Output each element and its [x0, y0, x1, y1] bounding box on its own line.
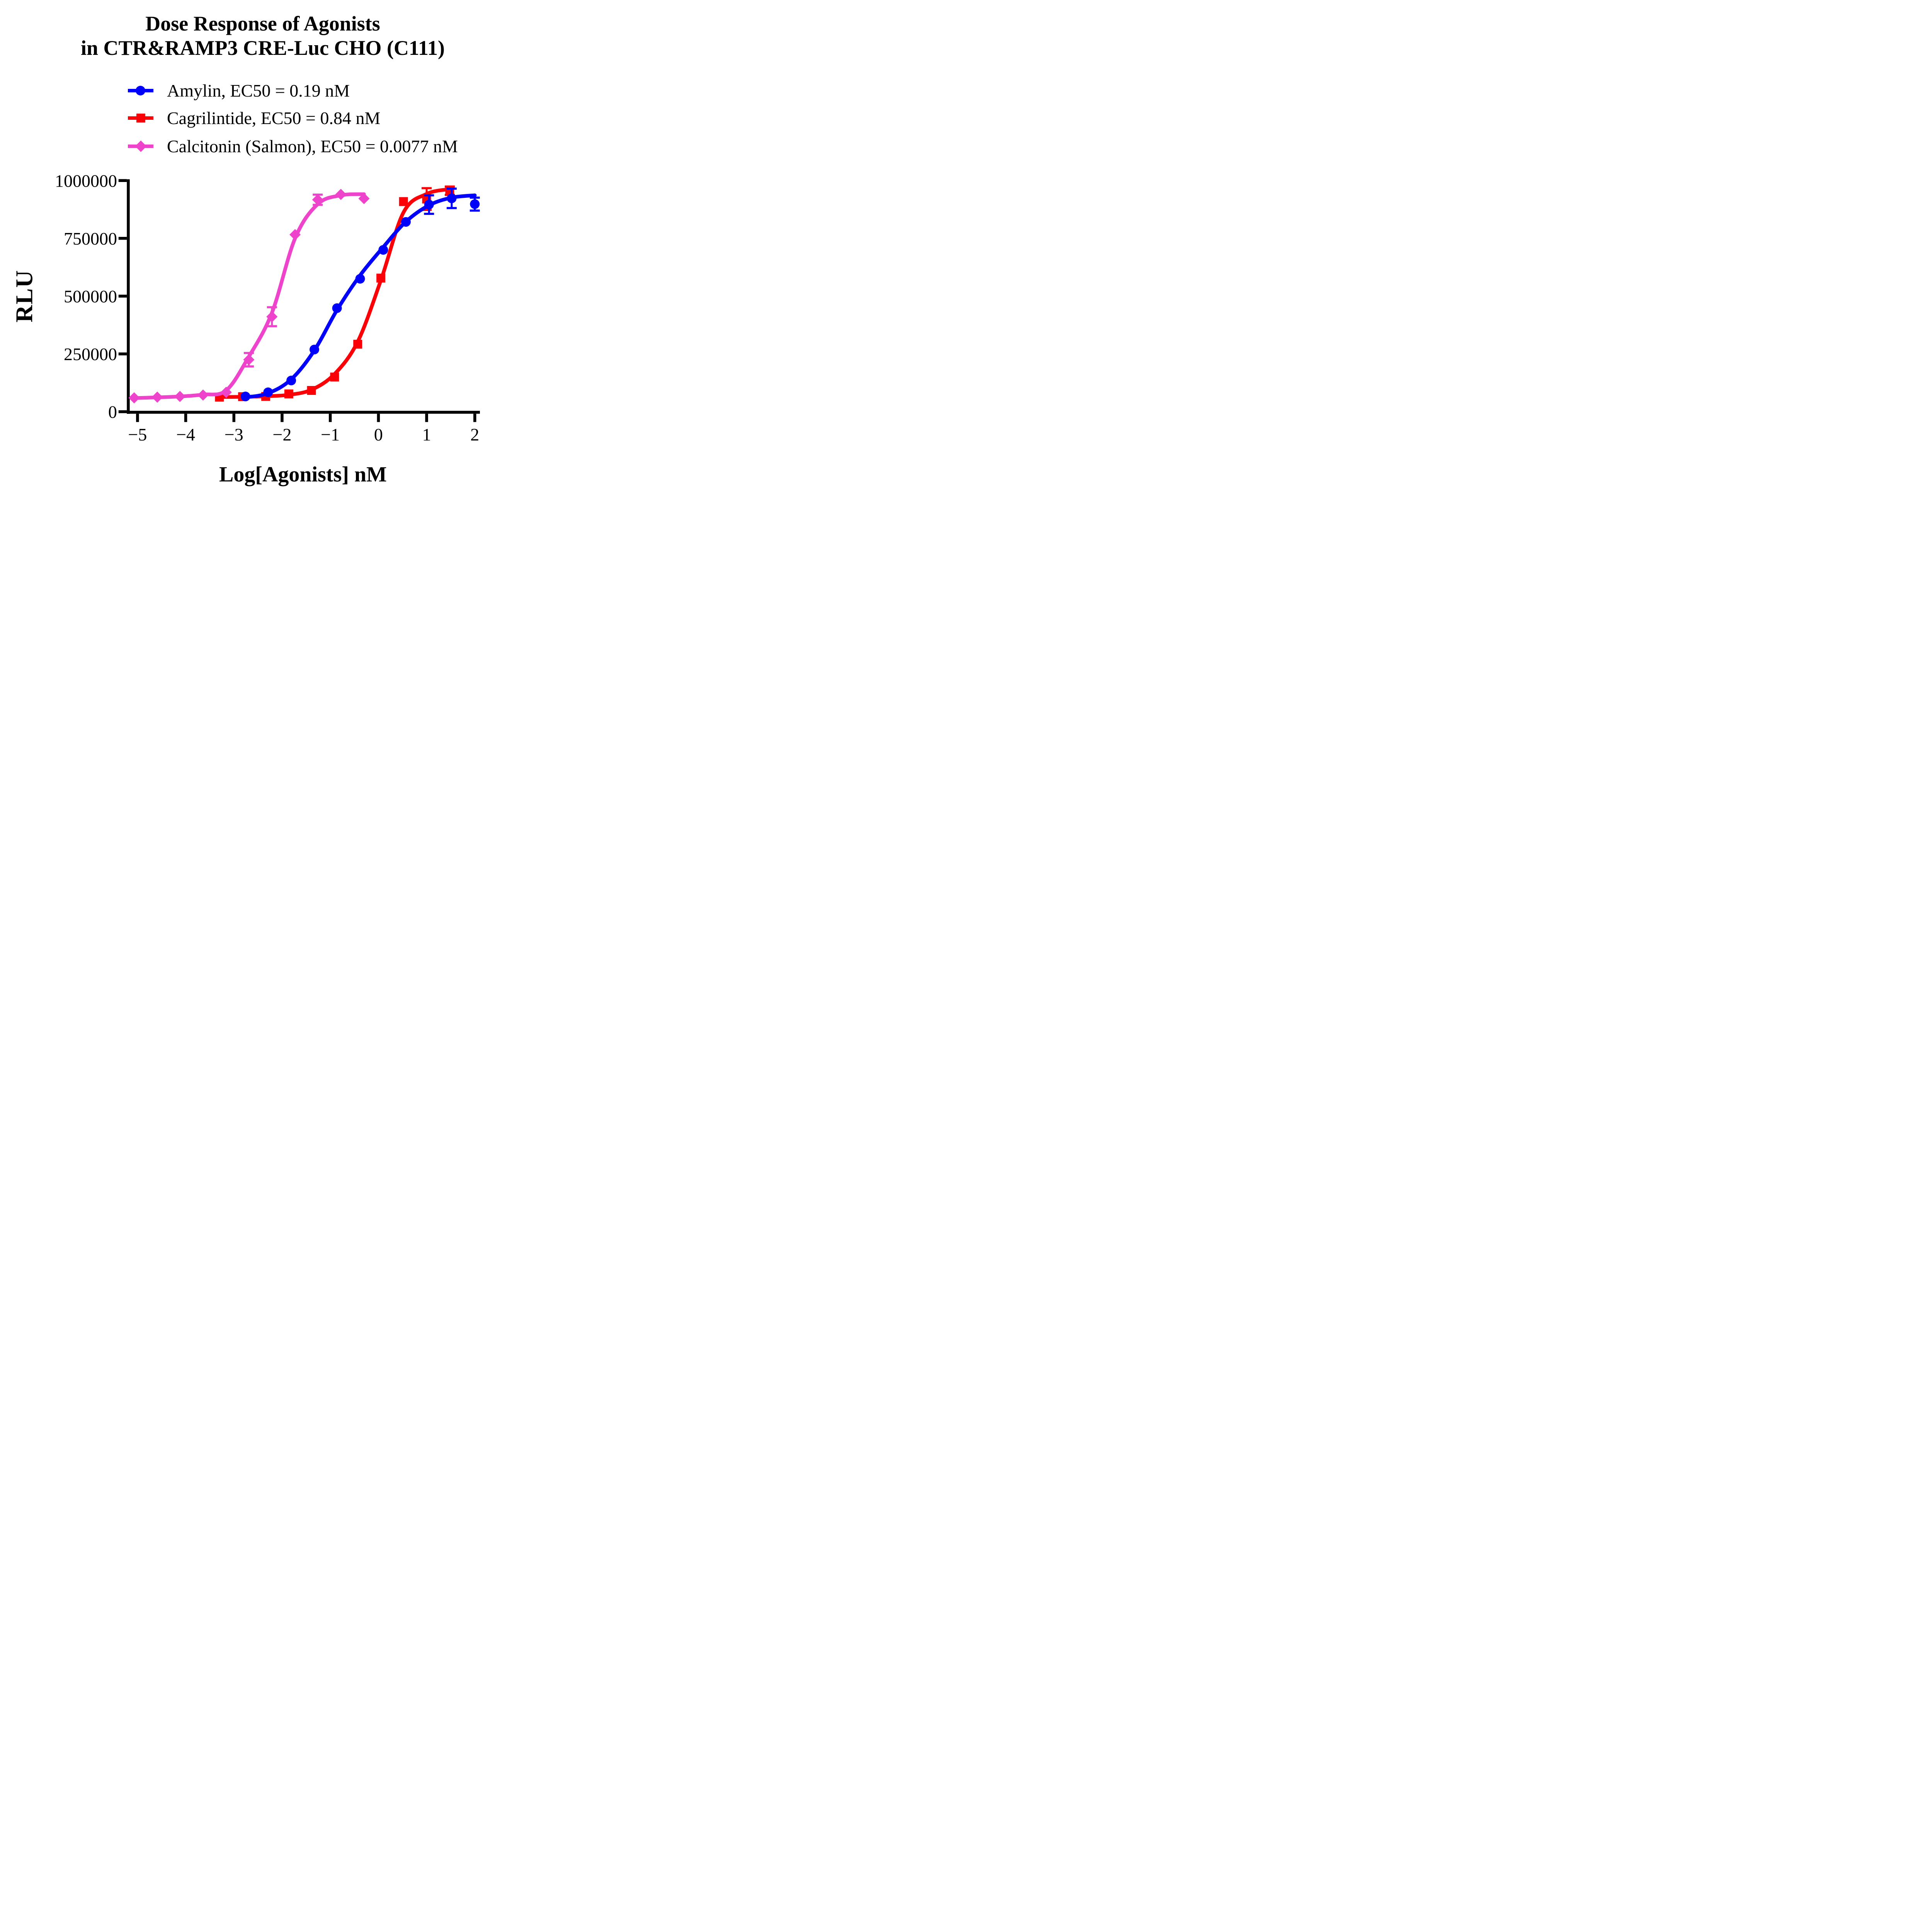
x-tick-label: −4 — [176, 425, 195, 444]
fit-curve-cagrilintide — [218, 187, 452, 399]
y-tick-label: 500000 — [64, 286, 117, 306]
data-point-amylin — [378, 245, 388, 255]
y-tick-label: 1000000 — [55, 171, 117, 190]
data-point-calcitonin-salmon — [128, 392, 140, 404]
chart-root: Dose Response of Agonists in CTR&RAMP3 C… — [0, 0, 526, 492]
data-point-amylin — [310, 345, 320, 355]
y-tick — [118, 294, 127, 298]
legend-label-cagrilintide: Cagrilintide, EC50 = 0.84 nM — [167, 108, 381, 128]
y-tick — [118, 237, 127, 240]
legend-label-calcitonin: Calcitonin (Salmon), EC50 = 0.0077 nM — [167, 136, 458, 156]
data-point-amylin — [286, 376, 296, 386]
x-tick-label: −2 — [273, 425, 292, 444]
error-bar-cap-calcitonin-salmon — [267, 306, 277, 308]
data-point-cagrilintide — [353, 340, 362, 349]
legend-symbol-cagrilintide — [128, 111, 153, 124]
data-point-amylin — [240, 391, 250, 401]
data-point-amylin — [424, 199, 434, 209]
data-point-calcitonin-salmon — [266, 311, 278, 323]
y-tick — [118, 179, 127, 182]
x-tick — [184, 413, 187, 422]
legend-item-calcitonin: Calcitonin (Salmon), EC50 = 0.0077 nM — [128, 135, 458, 157]
x-axis-title: Log[Agonists] nM — [0, 462, 526, 487]
data-point-calcitonin-salmon — [358, 193, 370, 204]
data-point-calcitonin-salmon — [197, 389, 209, 401]
x-tick — [473, 413, 476, 422]
chart-title: Dose Response of Agonists in CTR&RAMP3 C… — [0, 12, 526, 60]
x-tick — [232, 413, 236, 422]
x-tick-label: 0 — [374, 425, 383, 444]
x-tick-label: 2 — [470, 425, 479, 444]
x-axis-title-text: Log[Agonists] nM — [219, 463, 387, 486]
data-point-cagrilintide — [307, 386, 316, 395]
x-tick-label: −3 — [224, 425, 243, 444]
error-bar-cap-calcitonin-salmon — [243, 365, 254, 367]
x-axis-line — [127, 411, 480, 414]
error-bar-cap-cagrilintide — [422, 187, 432, 189]
data-point-cagrilintide — [284, 389, 293, 398]
x-tick — [136, 413, 139, 422]
error-bar-cap-amylin — [424, 194, 434, 197]
y-axis-line — [127, 179, 130, 414]
chart-title-line2: in CTR&RAMP3 CRE-Luc CHO (C111) — [81, 36, 445, 60]
plot-area: 0 250000 500000 750000 1000000 −5 −4 −3 −2 −1 0 1 2 — [55, 171, 480, 444]
error-bar-cap-cagrilintide — [422, 209, 432, 211]
y-tick — [118, 410, 127, 413]
error-bar-cap-calcitonin-salmon — [267, 325, 277, 327]
data-point-amylin — [447, 193, 457, 203]
legend-symbol-amylin — [128, 84, 153, 97]
data-point-amylin — [263, 387, 273, 397]
error-bar-cap-amylin — [446, 207, 457, 209]
y-tick — [118, 352, 127, 355]
legend-label-amylin: Amylin, EC50 = 0.19 nM — [167, 80, 350, 100]
error-bar-cap-calcitonin-salmon — [243, 352, 254, 354]
data-point-calcitonin-salmon — [312, 194, 323, 206]
x-tick — [328, 413, 332, 422]
data-point-cagrilintide — [399, 197, 408, 206]
data-point-cagrilintide — [376, 274, 386, 283]
chart-title-line1: Dose Response of Agonists — [145, 12, 380, 35]
legend-item-amylin: Amylin, EC50 = 0.19 nM — [128, 79, 350, 102]
y-tick-label: 250000 — [64, 344, 117, 364]
y-tick-label: 0 — [108, 402, 117, 422]
x-tick-label: 1 — [422, 425, 431, 444]
data-point-amylin — [470, 199, 480, 209]
data-point-cagrilintide — [330, 372, 339, 382]
square-marker-icon — [136, 113, 145, 122]
error-bar-cap-amylin — [446, 187, 457, 190]
error-bar-cap-amylin — [469, 196, 480, 199]
error-bar-cap-amylin — [424, 213, 434, 215]
x-tick-label: −5 — [128, 425, 147, 444]
error-bar-cap-amylin — [469, 209, 480, 212]
legend-item-cagrilintide: Cagrilintide, EC50 = 0.84 nM — [128, 107, 380, 129]
fit-curve-amylin — [243, 193, 477, 400]
data-point-calcitonin-salmon — [151, 391, 163, 403]
data-point-calcitonin-salmon — [220, 386, 232, 398]
x-tick — [377, 413, 380, 422]
circle-marker-icon — [136, 85, 145, 95]
data-point-calcitonin-salmon — [335, 189, 347, 200]
y-tick-label: 750000 — [64, 229, 117, 248]
data-point-amylin — [355, 274, 365, 284]
x-tick — [425, 413, 428, 422]
fit-curve-calcitonin-salmon — [132, 192, 366, 400]
data-point-amylin — [401, 217, 411, 227]
data-point-calcitonin-salmon — [243, 354, 255, 366]
x-tick-label: −1 — [321, 425, 340, 444]
data-point-amylin — [332, 303, 342, 313]
data-point-calcitonin-salmon — [174, 391, 186, 402]
data-point-calcitonin-salmon — [289, 229, 301, 240]
x-tick — [281, 413, 284, 422]
legend-symbol-calcitonin — [128, 139, 153, 153]
